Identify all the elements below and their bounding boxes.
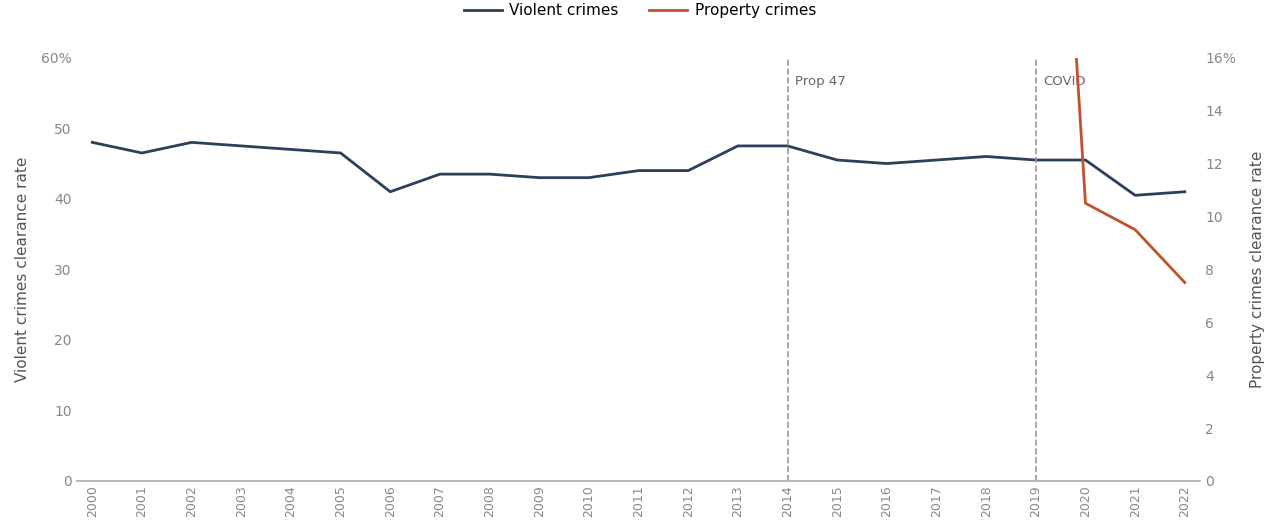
Violent crimes bbox=[1078, 157, 1093, 163]
Violent crimes bbox=[929, 157, 945, 163]
Violent crimes bbox=[780, 143, 795, 149]
Violent crimes bbox=[531, 174, 547, 181]
Violent crimes bbox=[631, 168, 646, 174]
Violent crimes bbox=[433, 171, 448, 177]
Violent crimes bbox=[978, 153, 993, 160]
Violent crimes bbox=[829, 157, 845, 163]
Violent crimes bbox=[1028, 157, 1043, 163]
Y-axis label: Violent crimes clearance rate: Violent crimes clearance rate bbox=[15, 156, 29, 382]
Violent crimes bbox=[184, 139, 200, 146]
Property crimes bbox=[1178, 279, 1193, 286]
Property crimes bbox=[1128, 227, 1143, 233]
Violent crimes bbox=[84, 139, 100, 146]
Property crimes bbox=[1078, 200, 1093, 206]
Text: Prop 47: Prop 47 bbox=[795, 76, 846, 88]
Violent crimes bbox=[333, 150, 348, 156]
Line: Violent crimes: Violent crimes bbox=[92, 143, 1185, 195]
Violent crimes bbox=[681, 168, 696, 174]
Violent crimes bbox=[383, 188, 398, 195]
Violent crimes bbox=[283, 146, 298, 153]
Violent crimes bbox=[234, 143, 250, 149]
Text: COVID: COVID bbox=[1043, 76, 1085, 88]
Violent crimes bbox=[481, 171, 497, 177]
Violent crimes bbox=[134, 150, 150, 156]
Violent crimes bbox=[1178, 188, 1193, 195]
Violent crimes bbox=[730, 143, 745, 149]
Violent crimes bbox=[1128, 192, 1143, 198]
Legend: Violent crimes, Property crimes: Violent crimes, Property crimes bbox=[457, 0, 823, 24]
Line: Property crimes: Property crimes bbox=[92, 0, 1185, 282]
Violent crimes bbox=[581, 174, 596, 181]
Y-axis label: Property crimes clearance rate: Property crimes clearance rate bbox=[1251, 151, 1265, 388]
Violent crimes bbox=[879, 160, 895, 167]
